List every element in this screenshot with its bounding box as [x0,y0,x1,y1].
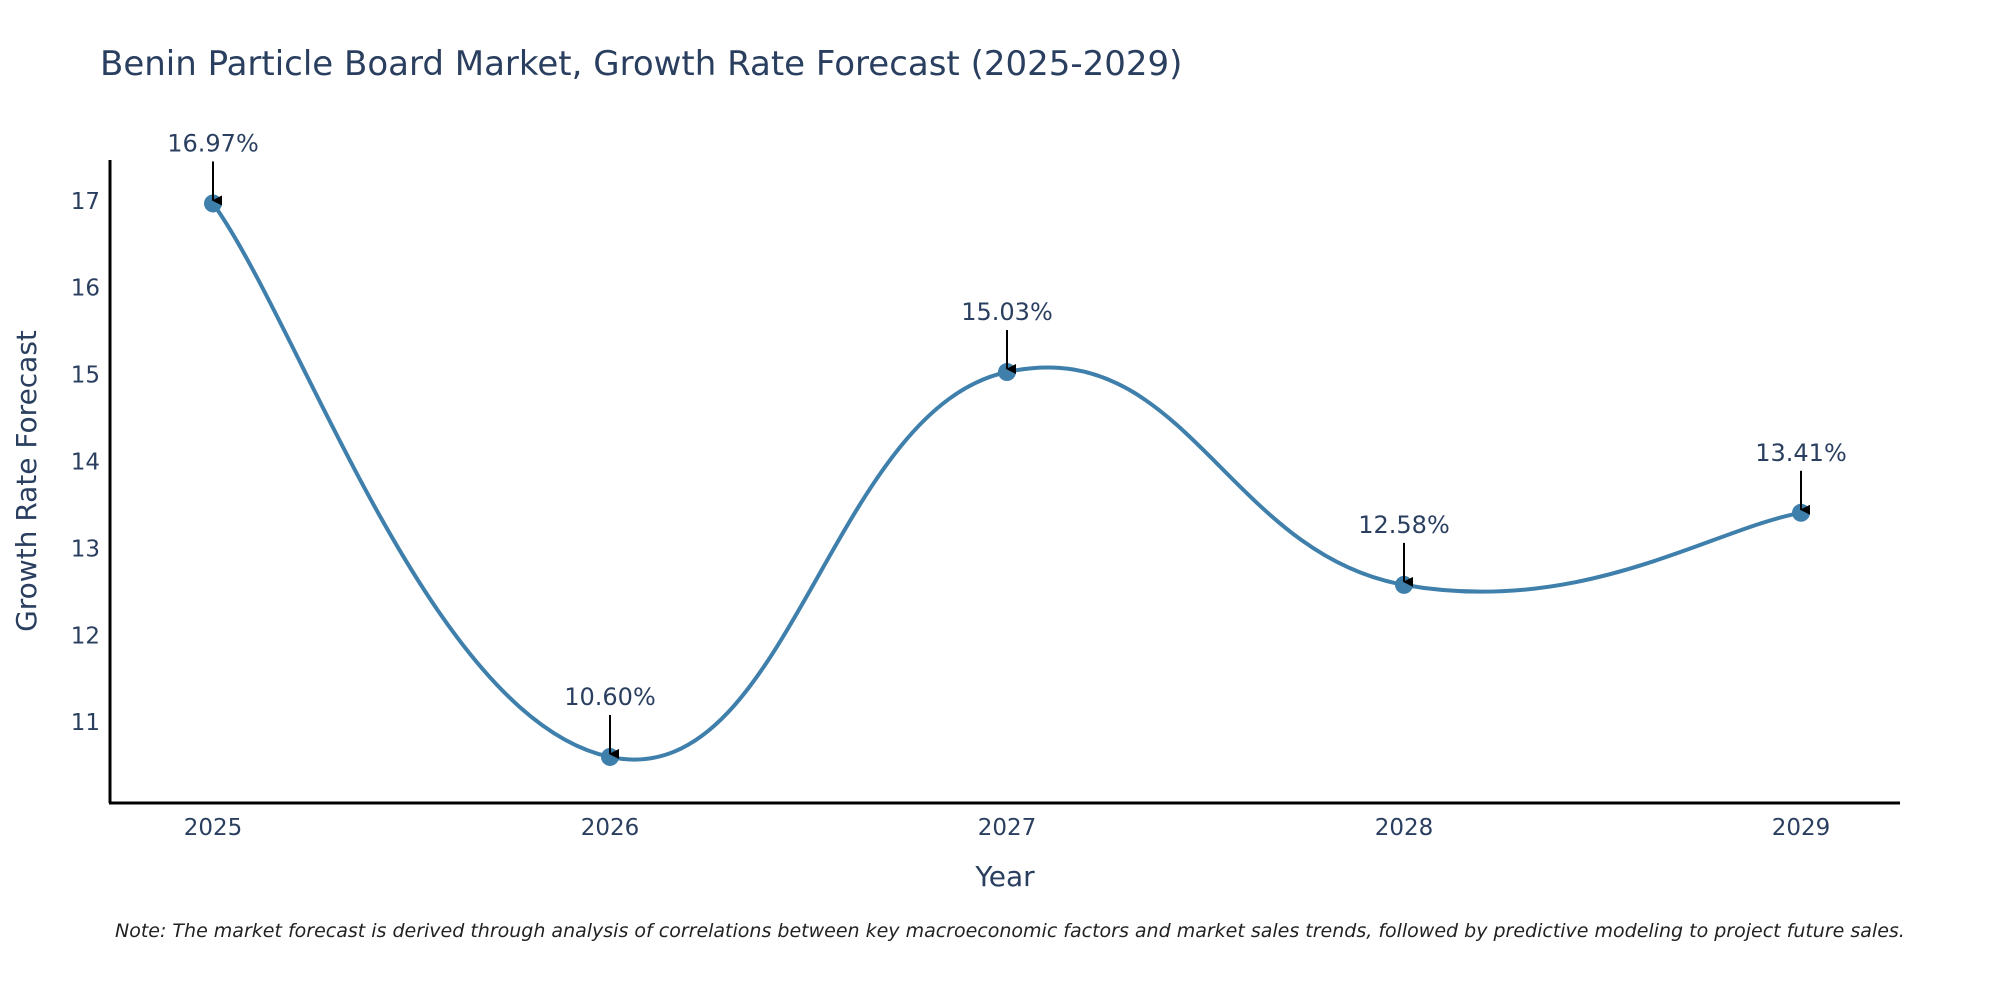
y-axis-title: Growth Rate Forecast [10,330,43,632]
x-tick-label: 2026 [581,815,640,841]
data-label: 13.41% [1755,439,1847,467]
y-tick-label: 17 [71,189,100,215]
x-tick-labels: 2025 2026 2027 2028 2029 [184,815,1831,841]
y-tick-label: 12 [71,623,100,649]
y-tick-label: 14 [71,450,100,476]
data-annotations: 16.97% 10.60% 15.03% 12.58% 13.41% [167,129,1847,759]
x-axis-title: Year [974,860,1035,893]
x-tick-label: 2025 [184,815,243,841]
y-tick-labels: 11 12 13 14 15 16 17 [71,189,100,736]
data-label: 12.58% [1358,511,1450,539]
y-tick-label: 16 [71,276,100,302]
chart-footnote: Note: The market forecast is derived thr… [115,920,1905,942]
y-tick-label: 11 [71,710,100,736]
data-label: 15.03% [961,298,1053,326]
y-tick-label: 13 [71,536,100,562]
chart-title: Benin Particle Board Market, Growth Rate… [100,44,1183,84]
x-tick-label: 2028 [1375,815,1434,841]
data-label: 16.97% [167,129,259,157]
axes [108,160,1900,805]
data-markers [204,194,1810,766]
series-line [211,202,1802,762]
data-label: 10.60% [564,683,656,711]
x-tick-label: 2027 [978,815,1037,841]
y-tick-label: 15 [71,363,100,389]
x-tick-label: 2029 [1772,815,1831,841]
